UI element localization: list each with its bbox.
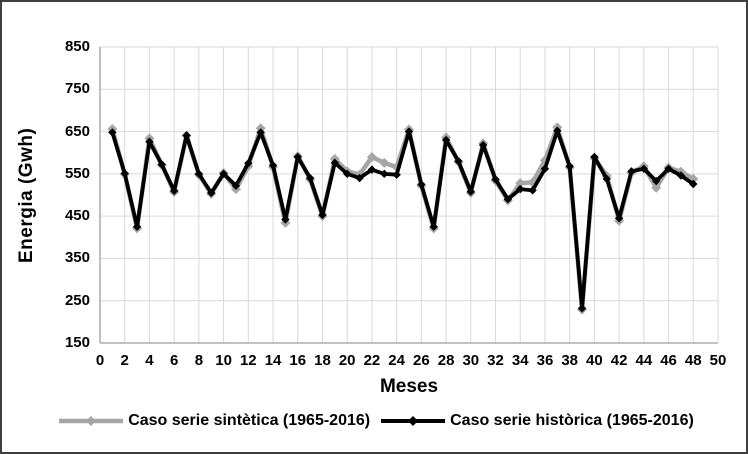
x-tick-label: 50	[709, 352, 727, 369]
marker-sintetica	[515, 178, 526, 189]
x-tick-label: 44	[635, 352, 653, 369]
marker-historica	[565, 162, 574, 171]
y-tick-label: 350	[64, 249, 90, 267]
x-axis-title: Meses	[379, 376, 439, 397]
x-tick-label: 10	[215, 352, 232, 369]
marker-historica	[417, 180, 426, 189]
x-tick-label: 40	[586, 352, 603, 369]
legend-item-historica: Caso serie històrica (1965-2016)	[380, 412, 694, 430]
y-tick-label: 650	[64, 122, 90, 140]
marker-historica	[676, 171, 686, 180]
marker-historica	[528, 186, 537, 195]
marker-historica	[454, 156, 463, 166]
x-tick-label: 14	[264, 352, 282, 369]
marker-historica	[553, 126, 562, 135]
x-tick-label: 24	[388, 352, 405, 369]
marker-historica	[392, 170, 401, 179]
x-tick-label: 8	[194, 352, 204, 369]
legend-label-historica: Caso serie històrica (1965-2016)	[450, 412, 694, 429]
x-tick-label: 0	[95, 352, 105, 369]
x-tick-label: 22	[363, 352, 381, 369]
x-tick-label: 38	[561, 352, 579, 369]
marker-historica	[466, 187, 475, 196]
y-tick-label: 850	[64, 38, 90, 55]
marker-historica	[441, 135, 451, 145]
legend-label-sintetica: Caso serie sintètica (1965-2016)	[128, 412, 371, 429]
marker-historica	[132, 222, 142, 231]
x-tick-label: 6	[169, 352, 179, 369]
y-tick-label: 250	[64, 291, 90, 309]
marker-historica	[194, 169, 204, 179]
x-tick-label: 16	[289, 352, 307, 369]
marker-historica	[540, 164, 550, 173]
marker-historica	[478, 140, 488, 150]
marker-historica	[577, 304, 587, 313]
marker-sintetica	[255, 123, 266, 134]
marker-historica	[305, 173, 315, 183]
marker-historica	[689, 179, 698, 189]
y-tick-label: 750	[64, 80, 90, 98]
marker-historica	[404, 127, 414, 136]
marker-historica	[367, 165, 377, 174]
legend-item-sintetica: Caso serie sintètica (1965-2016)	[58, 412, 370, 430]
y-tick-label: 150	[64, 334, 90, 351]
marker-sintetica	[651, 182, 662, 193]
marker-historica	[219, 169, 228, 179]
x-tick-label: 4	[145, 352, 154, 369]
x-tick-label: 28	[437, 352, 455, 369]
x-tick-label: 20	[338, 352, 356, 369]
marker-historica	[169, 186, 179, 195]
legend-marker-historica-icon	[381, 416, 446, 426]
marker-historica	[627, 167, 636, 176]
x-tick-label: 36	[536, 352, 554, 369]
marker-historica	[664, 164, 673, 173]
marker-historica	[639, 164, 649, 173]
marker-historica	[281, 215, 290, 224]
marker-historica	[614, 214, 624, 223]
marker-historica	[108, 128, 117, 137]
legend: Caso serie sintètica (1965-2016) Caso se…	[2, 412, 746, 430]
x-tick-label: 34	[511, 352, 529, 369]
y-tick-label: 550	[64, 164, 90, 182]
x-tick-label: 12	[239, 352, 257, 369]
marker-sintetica	[366, 151, 377, 162]
marker-historica	[231, 181, 241, 190]
legend-marker-sintetica-icon	[59, 416, 124, 426]
marker-historica	[120, 169, 129, 178]
marker-historica	[318, 210, 327, 220]
x-tick-label: 2	[120, 352, 129, 369]
x-tick-label: 18	[314, 352, 331, 369]
marker-historica	[330, 158, 340, 168]
marker-historica	[652, 176, 661, 186]
marker-historica	[145, 137, 154, 146]
x-tick-label: 26	[413, 352, 430, 369]
marker-historica	[256, 128, 265, 137]
marker-historica	[590, 152, 599, 162]
marker-historica	[157, 160, 166, 169]
marker-historica	[268, 161, 278, 170]
marker-historica	[182, 131, 191, 140]
marker-sintetica	[379, 157, 390, 168]
series-line-historica	[110, 128, 696, 311]
x-tick-label: 32	[487, 352, 504, 369]
marker-historica	[244, 159, 253, 168]
y-tick-label: 450	[64, 207, 90, 225]
marker-historica	[380, 169, 389, 179]
marker-historica	[207, 188, 216, 198]
x-tick-label: 48	[684, 352, 702, 369]
marker-historica	[602, 174, 611, 184]
x-tick-label: 30	[462, 352, 480, 369]
marker-historica	[355, 173, 364, 183]
x-tick-label: 42	[610, 352, 628, 369]
marker-historica	[429, 222, 438, 231]
marker-historica	[516, 184, 525, 194]
marker-historica	[491, 175, 500, 184]
x-tick-label: 46	[660, 352, 677, 369]
marker-historica	[293, 152, 302, 162]
marker-historica	[343, 169, 352, 179]
marker-historica	[503, 195, 513, 204]
